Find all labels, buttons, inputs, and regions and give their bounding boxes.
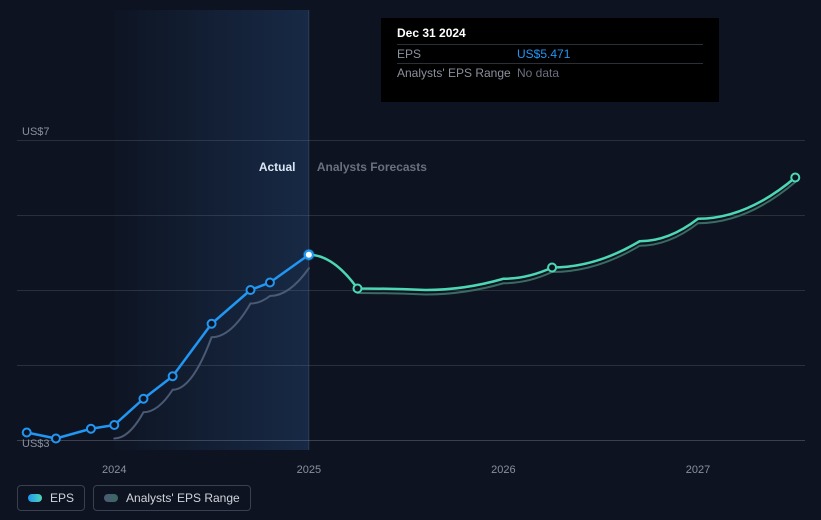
eps-actual-marker <box>208 320 216 328</box>
tooltip-date: Dec 31 2024 <box>397 26 703 44</box>
chart-legend: EPS Analysts' EPS Range <box>17 485 251 511</box>
legend-swatch <box>104 494 118 502</box>
eps-forecast-marker <box>548 264 556 272</box>
legend-analysts-eps-range[interactable]: Analysts' EPS Range <box>93 485 251 511</box>
tooltip-value: No data <box>517 66 559 80</box>
legend-label: EPS <box>50 491 74 505</box>
eps-actual-marker <box>110 421 118 429</box>
eps-actual-marker <box>169 372 177 380</box>
eps-actual-marker <box>87 425 95 433</box>
eps_forecast_shadow <box>357 182 795 295</box>
eps-actual-marker <box>246 286 254 294</box>
eps-forecast-line <box>309 178 795 291</box>
legend-label: Analysts' EPS Range <box>126 491 240 505</box>
eps-chart: US$7US$32024202520262027 Actual Analysts… <box>17 10 805 500</box>
tooltip-value: US$5.471 <box>517 47 570 61</box>
eps-actual-marker <box>52 435 60 443</box>
eps-forecast-marker <box>353 285 361 293</box>
tooltip-label: Analysts' EPS Range <box>397 66 517 80</box>
highlight-point <box>305 251 313 259</box>
eps-actual-marker <box>23 429 31 437</box>
tooltip-row: Analysts' EPS RangeNo data <box>397 63 703 82</box>
eps-forecast-marker <box>791 174 799 182</box>
legend-eps[interactable]: EPS <box>17 485 85 511</box>
legend-swatch <box>28 494 42 502</box>
eps-actual-marker <box>266 279 274 287</box>
eps-actual-marker <box>139 395 147 403</box>
tooltip-row: EPSUS$5.471 <box>397 44 703 63</box>
chart-tooltip: Dec 31 2024 EPSUS$5.471Analysts' EPS Ran… <box>381 18 719 102</box>
actual-shade <box>114 10 309 450</box>
tooltip-label: EPS <box>397 47 517 61</box>
